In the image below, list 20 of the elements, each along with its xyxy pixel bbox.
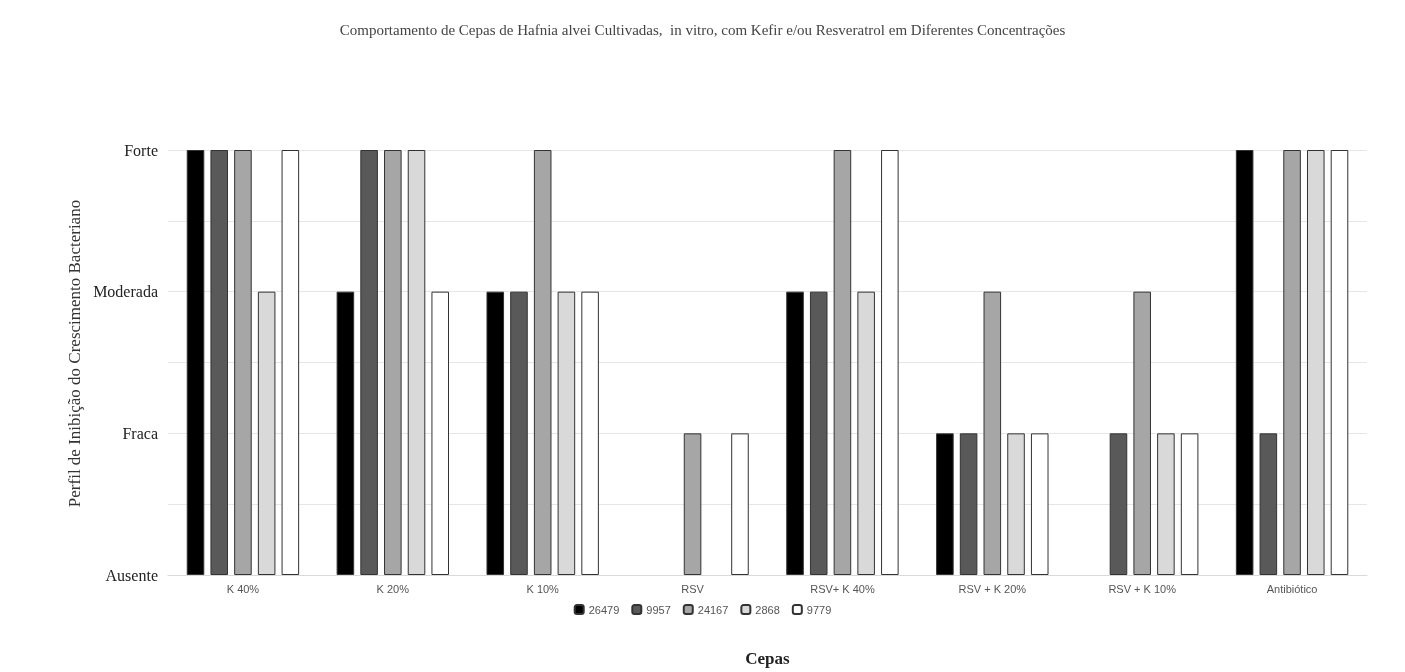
legend-label: 2868 [755,603,780,616]
chart-title: Comportamento de Cepas de Hafnia alvei Cultivadas, in vitro, com Kefir e/ou Resveratrol em Diferentes Concentrações [339,21,1066,38]
x-tick-label: Antibiótico [1266,582,1318,595]
ref-line-label: Fraca [122,424,158,442]
x-tick-label: K 40% [226,582,260,595]
y-axis-title: Perfil de Inibição do Crescimento Bacteriano [64,199,84,508]
x-tick-label: K 10% [526,582,560,595]
x-tick-label: RSV [681,582,705,595]
ref-line-label: Ausente [105,566,158,584]
x-tick-label: K 20% [376,582,410,595]
legend-label: 24167 [697,603,729,616]
ref-line-label: Forte [124,141,158,159]
x-tick-label: RSV + K 20% [958,582,1027,595]
legend-label: 9957 [646,603,671,616]
x-tick-label: RSV+ K 40% [810,582,875,595]
legend-label: 9779 [806,603,832,616]
x-axis-title: Cepas [745,649,791,668]
legend-label: 26479 [588,603,620,616]
ref-line-label: Moderada [93,283,158,301]
x-tick-label: RSV + K 10% [1108,582,1177,595]
